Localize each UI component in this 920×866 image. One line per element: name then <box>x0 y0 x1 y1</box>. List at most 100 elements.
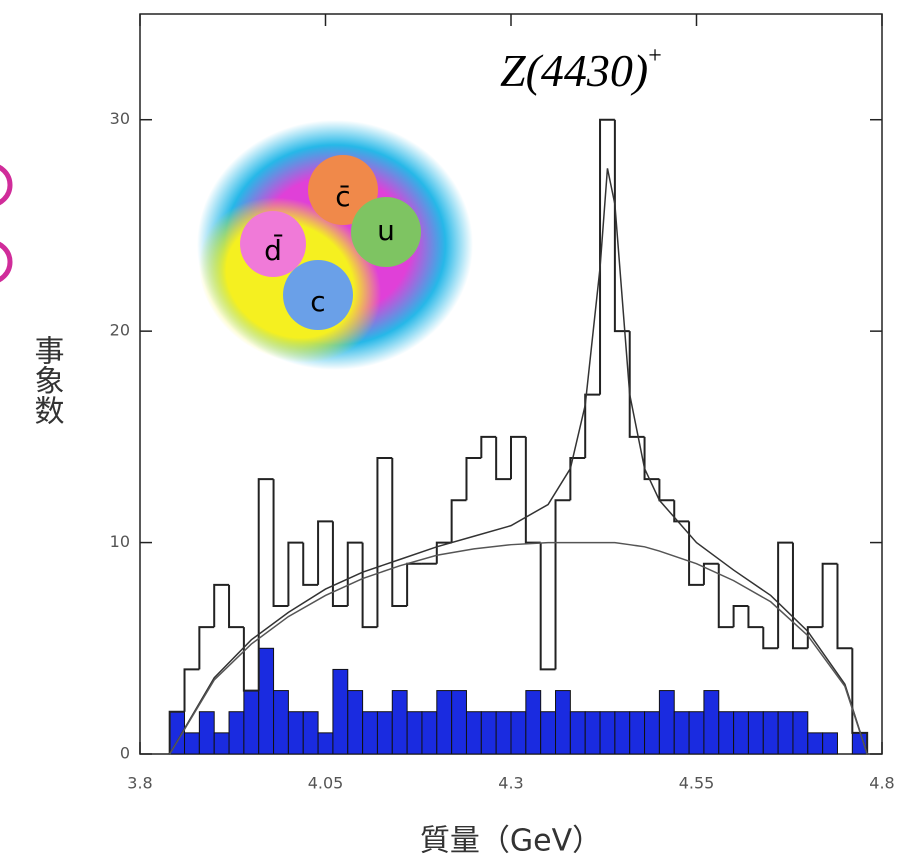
histogram-bar <box>495 711 512 755</box>
quark-diagram: c̄ u d̄ c <box>197 120 473 370</box>
quark-label: c̄ <box>335 180 350 213</box>
histogram-bar <box>703 690 720 755</box>
histogram-step <box>228 584 244 629</box>
histogram-step <box>361 542 378 629</box>
histogram-step <box>628 331 645 438</box>
histogram-bar <box>273 690 289 755</box>
histogram-bar <box>510 711 527 755</box>
histogram-bar <box>317 732 334 755</box>
histogram-bar <box>376 711 393 755</box>
histogram-bar <box>569 711 586 755</box>
histogram-bar <box>807 732 824 755</box>
histogram-bar <box>599 711 616 755</box>
title-superscript: + <box>648 43 662 69</box>
quark <box>240 211 306 277</box>
quark <box>351 197 421 267</box>
histogram-step <box>717 563 734 629</box>
fit-curve <box>169 541 868 755</box>
histogram-step <box>213 583 230 628</box>
histogram-bar <box>406 711 423 755</box>
histogram-step <box>331 521 348 607</box>
quark-label: c <box>310 285 325 318</box>
y-tick-label: 30 <box>110 109 130 128</box>
histogram-step <box>391 458 408 607</box>
histogram-bar <box>213 732 230 755</box>
histogram-step <box>569 457 586 501</box>
histogram-step <box>168 710 185 754</box>
histogram-step <box>658 479 675 502</box>
histogram-bar <box>540 711 557 755</box>
histogram-step <box>198 626 215 670</box>
histogram-bar <box>762 711 779 755</box>
histogram-step <box>673 500 690 523</box>
histogram-step <box>510 435 526 480</box>
histogram-bar <box>287 711 304 755</box>
x-tick-label: 4.8 <box>869 774 894 793</box>
histogram-step <box>480 435 497 458</box>
histogram-step <box>762 627 779 650</box>
histogram-bar <box>851 732 868 755</box>
y-axis-label: 事象数 <box>29 335 64 425</box>
histogram-step <box>346 541 363 606</box>
quark-label: u <box>377 214 395 247</box>
histogram-bar <box>480 711 497 755</box>
histogram-bar <box>822 732 838 755</box>
histogram-bar <box>362 711 378 755</box>
histogram-bar <box>243 690 260 755</box>
histogram-step <box>777 541 793 649</box>
histogram-step <box>747 606 764 629</box>
histogram-step <box>643 436 660 481</box>
histogram-step <box>450 499 467 543</box>
decoration <box>0 164 13 206</box>
histogram-step <box>465 457 482 501</box>
histogram-bar <box>614 711 631 755</box>
histogram-step <box>435 541 452 564</box>
histogram-bar <box>747 711 764 755</box>
histogram-step <box>376 457 393 628</box>
histogram-bar <box>347 690 364 755</box>
histogram-step <box>302 542 319 586</box>
y-tick-label: 20 <box>110 321 130 340</box>
histogram-step <box>791 542 808 650</box>
histogram-bar <box>421 711 438 755</box>
quark <box>308 155 378 225</box>
histogram-bar <box>673 711 690 755</box>
histogram-bar <box>584 711 601 755</box>
histogram-bar <box>332 668 349 755</box>
histogram-bar <box>792 711 809 755</box>
histogram-bar <box>198 711 215 755</box>
histogram-step <box>836 563 853 650</box>
decoration <box>0 241 13 283</box>
x-tick-label: 4.05 <box>308 774 344 793</box>
histogram-bar <box>644 711 660 755</box>
histogram-bar <box>228 711 245 755</box>
histogram-bar <box>391 690 408 755</box>
quark <box>283 260 353 330</box>
histogram-step <box>688 521 704 586</box>
histogram-bar <box>658 690 675 755</box>
histogram-bar <box>451 690 467 755</box>
histogram-step <box>183 668 200 712</box>
histogram-step <box>287 541 304 606</box>
histogram-step <box>272 479 289 607</box>
histogram-step <box>554 499 571 670</box>
histogram-step <box>257 478 274 691</box>
histogram-step <box>317 520 333 585</box>
histogram-bar <box>718 711 735 755</box>
histogram-bar <box>184 732 200 755</box>
x-tick-label: 3.8 <box>127 774 152 793</box>
histogram-step <box>702 562 719 585</box>
histogram-step <box>821 562 838 628</box>
histogram-bar <box>629 711 646 755</box>
histogram-bar <box>525 690 542 755</box>
x-tick-label: 4.3 <box>498 774 523 793</box>
histogram-step <box>539 542 556 671</box>
y-tick-label: 0 <box>120 744 130 763</box>
plot-frame <box>139 13 883 755</box>
histogram-bar <box>777 711 794 755</box>
histogram-bar <box>302 711 319 755</box>
fit-curve <box>169 168 868 755</box>
histogram-step <box>495 436 511 481</box>
histogram-bar <box>555 690 571 755</box>
